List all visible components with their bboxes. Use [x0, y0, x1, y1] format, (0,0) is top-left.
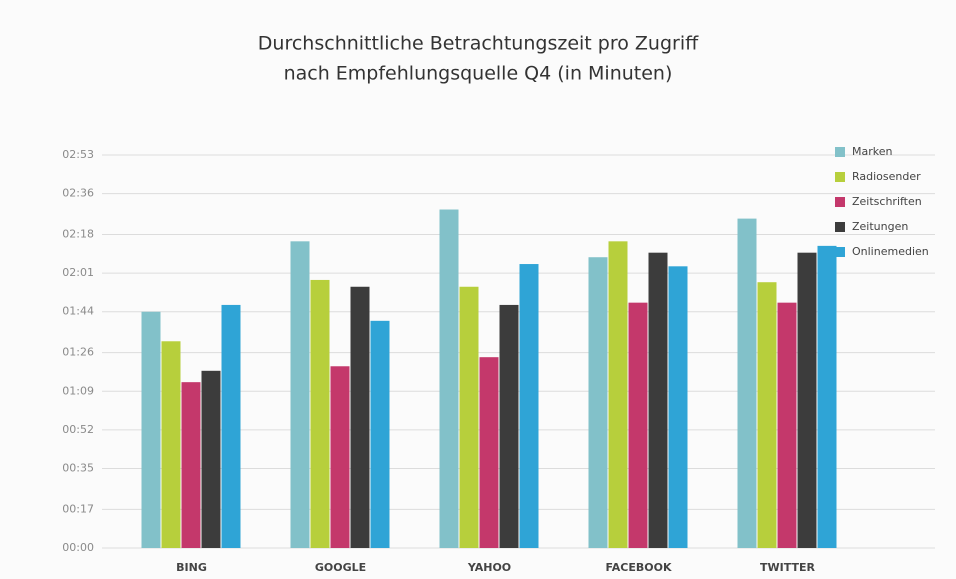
bar: [817, 245, 837, 548]
legend-label: Marken: [852, 145, 892, 158]
x-tick-label: TWITTER: [760, 561, 816, 574]
bar: [350, 286, 370, 548]
legend-swatch: [835, 247, 845, 257]
bar: [757, 282, 777, 548]
y-tick-label: 02:01: [62, 266, 94, 279]
bar: [797, 252, 817, 549]
bar: [777, 302, 797, 548]
x-tick-label: GOOGLE: [315, 561, 366, 574]
bar: [181, 382, 201, 548]
y-tick-label: 00:35: [62, 461, 94, 474]
bar: [608, 241, 628, 548]
bar: [330, 366, 350, 548]
bar: [519, 264, 539, 548]
bar: [290, 241, 310, 548]
bar: [668, 266, 688, 548]
bar: [648, 252, 668, 549]
chart-subtitle: nach Empfehlungsquelle Q4 (in Minuten): [284, 63, 673, 85]
bar: [439, 209, 459, 548]
y-tick-label: 02:36: [62, 187, 94, 200]
y-tick-label: 01:09: [62, 384, 94, 397]
chart-title: Durchschnittliche Betrachtungszeit pro Z…: [258, 33, 699, 55]
y-tick-label: 01:26: [62, 346, 94, 359]
x-tick-label: BING: [176, 561, 207, 574]
bar: [161, 341, 181, 548]
y-tick-label: 00:00: [62, 541, 94, 554]
bar: [310, 279, 330, 548]
bar: [737, 218, 757, 548]
bar: [499, 304, 519, 548]
legend-label: Onlinemedien: [852, 245, 929, 258]
legend-swatch: [835, 147, 845, 157]
bar: [370, 320, 390, 548]
y-tick-label: 02:18: [62, 228, 94, 241]
legend-swatch: [835, 197, 845, 207]
bar: [588, 257, 608, 548]
y-tick-label: 00:52: [62, 423, 94, 436]
bar: [141, 311, 161, 548]
bar: [221, 304, 241, 548]
y-tick-label: 01:44: [62, 305, 94, 318]
y-tick-label: 00:17: [62, 502, 94, 515]
x-tick-label: FACEBOOK: [606, 561, 672, 574]
bar: [201, 370, 221, 548]
legend-label: Radiosender: [852, 170, 921, 183]
legend-swatch: [835, 172, 845, 182]
y-tick-label: 02:53: [62, 148, 94, 161]
bar: [459, 286, 479, 548]
x-tick-label: YAHOO: [467, 561, 511, 574]
legend-label: Zeitschriften: [852, 195, 922, 208]
bar: [479, 357, 499, 548]
legend-label: Zeitungen: [852, 220, 908, 233]
legend-swatch: [835, 222, 845, 232]
bar: [628, 302, 648, 548]
